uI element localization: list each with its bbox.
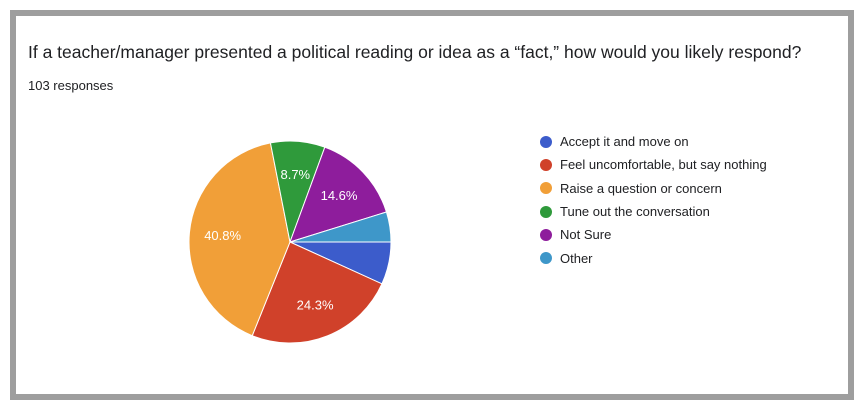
chart-card [10,10,854,400]
slice-data-label-2: 40.8% [204,228,241,243]
legend-swatch [540,135,552,148]
legend-item: Tune out the conversation [540,200,767,223]
legend-label: Accept it and move on [560,134,689,150]
pie-slice-4 [289,146,388,243]
legend-swatch [540,182,552,195]
legend-label: Not Sure [560,227,612,243]
legend-label: Feel uncomfortable, but say nothing [560,157,767,173]
legend-label: Tune out the conversation [560,204,710,220]
pie-slice-1 [251,241,383,344]
legend-item: Not Sure [540,223,767,246]
pie-slice-2 [188,142,291,337]
legend-item: Feel uncomfortable, but say nothing [540,153,767,176]
slice-data-label-3: 8.7% [280,167,310,182]
legend-item: Raise a question or concern [540,177,767,200]
pie-slice-5 [289,211,392,243]
legend-label: Raise a question or concern [560,180,722,196]
legend-item: Other [540,246,767,269]
chart-title: If a teacher/manager presented a politic… [28,42,802,62]
legend-swatch [540,205,552,218]
chart-legend: Accept it and move on Feel uncomfortable,… [540,130,767,270]
legend-label: Other [560,250,593,266]
slice-data-label-4: 14.6% [321,188,358,203]
response-count: 103 responses [28,78,114,93]
slice-data-label-1: 24.3% [297,297,334,312]
legend-item: Accept it and move on [540,130,767,153]
legend-swatch [540,228,552,241]
legend-swatch [540,252,552,265]
legend-swatch [540,158,552,171]
